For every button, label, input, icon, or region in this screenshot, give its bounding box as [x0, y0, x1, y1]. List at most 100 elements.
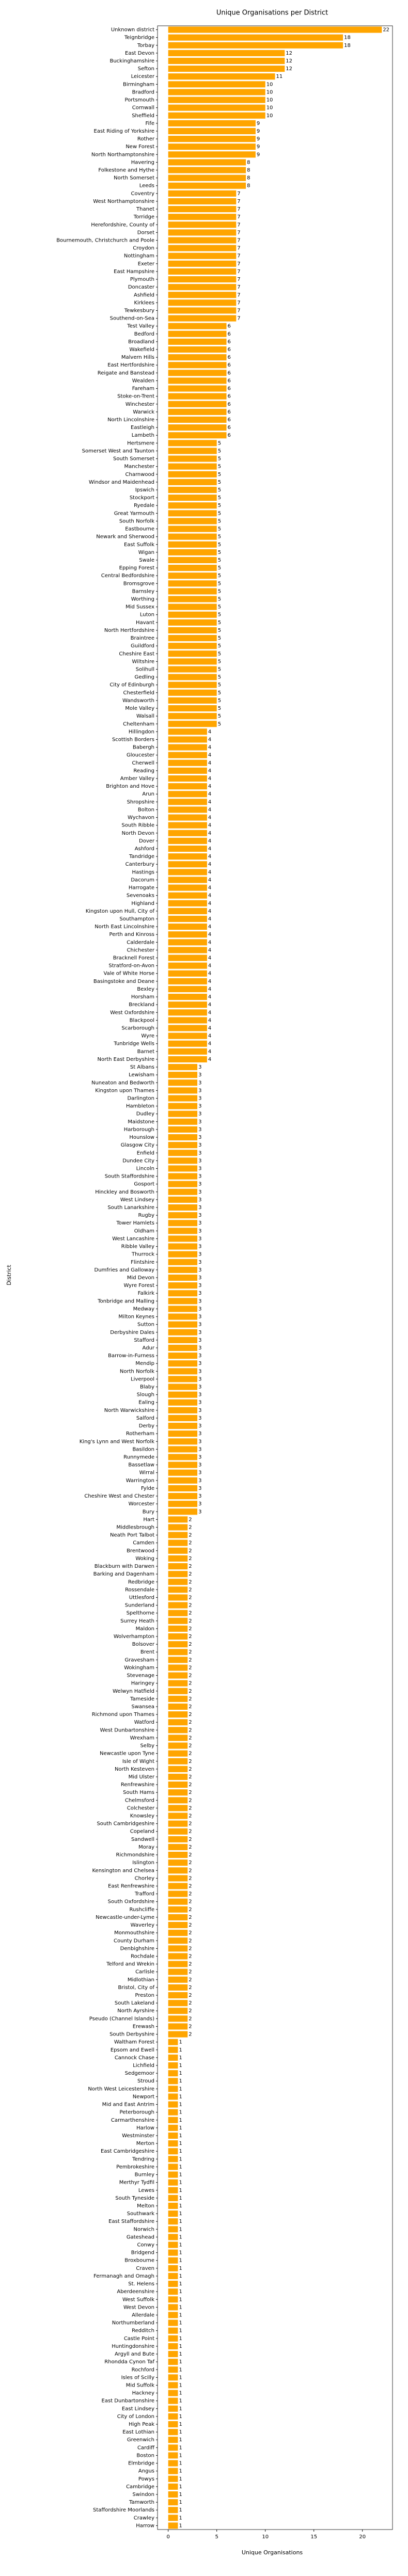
value-label: 2	[189, 1930, 192, 1936]
bar	[168, 689, 217, 696]
value-label: 9	[257, 136, 260, 142]
y-tick-label: Broxbourne	[124, 2258, 154, 2264]
y-tick-label: Cheshire East	[119, 651, 154, 657]
bar	[168, 643, 217, 649]
y-tick-label: Mid Devon	[127, 1275, 154, 1281]
value-label: 7	[237, 191, 240, 197]
value-label: 2	[189, 1868, 192, 1873]
bar	[168, 674, 217, 680]
bar	[168, 159, 246, 166]
y-tick-label: Glasgow City	[121, 1142, 154, 1148]
y-tick-label: Midlothian	[128, 1977, 154, 1983]
value-label: 5	[218, 440, 221, 446]
y-tick-label: Dorset	[137, 230, 154, 235]
bar	[168, 822, 207, 829]
y-tick-label: Charnwood	[125, 472, 154, 478]
bar	[168, 1867, 188, 1874]
value-label: 4	[208, 901, 211, 907]
y-tick-label: Newport	[133, 2094, 154, 2100]
value-label: 1	[179, 2172, 182, 2178]
y-tick-label: Arun	[142, 791, 154, 797]
y-tick-label: Hastings	[132, 869, 154, 875]
y-tick-label: Lincoln	[136, 1166, 154, 1171]
value-label: 4	[208, 940, 211, 945]
y-tick-label: Sunderland	[125, 1603, 154, 1609]
bar	[168, 2483, 178, 2490]
value-label: 3	[198, 1182, 201, 1187]
value-label: 3	[198, 1072, 201, 1078]
y-tick-label: Malvern Hills	[121, 355, 154, 360]
y-tick-label: Copeland	[130, 1829, 154, 1835]
value-label: 3	[198, 1478, 201, 1484]
value-label: 5	[218, 675, 221, 680]
y-tick-label: Barnet	[137, 1049, 154, 1055]
bar	[168, 330, 227, 337]
value-label: 3	[198, 1142, 201, 1148]
bar	[168, 2437, 178, 2443]
y-tick-label: Wrexham	[130, 1735, 154, 1741]
y-tick-label: Dover	[139, 838, 155, 844]
bar	[168, 1968, 188, 1975]
value-label: 1	[179, 2227, 182, 2232]
bar	[168, 1126, 198, 1133]
y-tick-label: Solihull	[136, 666, 154, 672]
value-label: 11	[276, 74, 283, 79]
y-tick-label: Ealing	[138, 1400, 154, 1406]
value-label: 3	[198, 1392, 201, 1398]
bar	[168, 955, 207, 961]
bar	[168, 1025, 207, 1031]
value-label: 3	[198, 1080, 201, 1086]
value-label: 5	[218, 643, 221, 649]
y-tick-label: Bury	[143, 1509, 154, 1515]
y-tick-label: Milton Keynes	[118, 1314, 154, 1320]
bar	[168, 799, 207, 805]
bar	[168, 759, 207, 766]
bar	[168, 1586, 188, 1593]
bar	[168, 1984, 188, 1991]
value-label: 5	[218, 456, 221, 462]
value-label: 7	[237, 230, 240, 235]
value-label: 5	[218, 620, 221, 626]
value-label: 7	[237, 269, 240, 275]
y-tick-label: Breckland	[129, 1002, 154, 1008]
y-tick-label: Denbighshire	[120, 1946, 154, 1951]
bar	[168, 2000, 188, 2007]
value-label: 6	[227, 417, 230, 423]
bar	[168, 479, 217, 485]
y-tick-label: Brent	[140, 1649, 154, 1655]
bar	[168, 190, 237, 197]
value-label: 4	[208, 846, 211, 852]
bar	[168, 752, 207, 758]
y-tick-label: East Staffordshire	[108, 2219, 154, 2224]
y-tick-label: Perth and Kinross	[109, 932, 154, 937]
value-label: 1	[179, 2375, 182, 2380]
value-label: 2	[189, 1720, 192, 1725]
bar	[168, 931, 207, 938]
value-label: 1	[179, 2336, 182, 2342]
y-tick-label: Wigan	[138, 550, 154, 555]
value-label: 4	[208, 994, 211, 1000]
y-tick-label: Epping Forest	[119, 565, 154, 571]
bar	[168, 1493, 198, 1500]
y-tick-label: Ashford	[135, 846, 154, 852]
value-label: 1	[179, 2398, 182, 2404]
y-tick-label: Dumfries and Galloway	[95, 1267, 155, 1273]
bar	[168, 1750, 188, 1757]
y-tick-label: Rossendale	[125, 1587, 154, 1593]
value-label: 5	[218, 573, 221, 579]
value-label: 5	[218, 698, 221, 704]
y-tick-label: Chorley	[135, 1875, 154, 1881]
bar	[168, 1859, 188, 1866]
bar	[168, 299, 237, 306]
bar	[168, 346, 227, 353]
bar	[168, 1594, 188, 1601]
y-tick-label: Bracknell Forest	[113, 956, 154, 961]
value-label: 3	[198, 1416, 201, 1421]
bar	[168, 985, 207, 993]
bar	[168, 2093, 178, 2100]
y-tick-label: Fermanagh and Omagh	[93, 2273, 154, 2279]
bar	[168, 565, 217, 571]
value-label: 3	[198, 1322, 201, 1328]
y-tick-label: Ipswich	[135, 487, 154, 493]
value-label: 2	[189, 1548, 192, 1554]
